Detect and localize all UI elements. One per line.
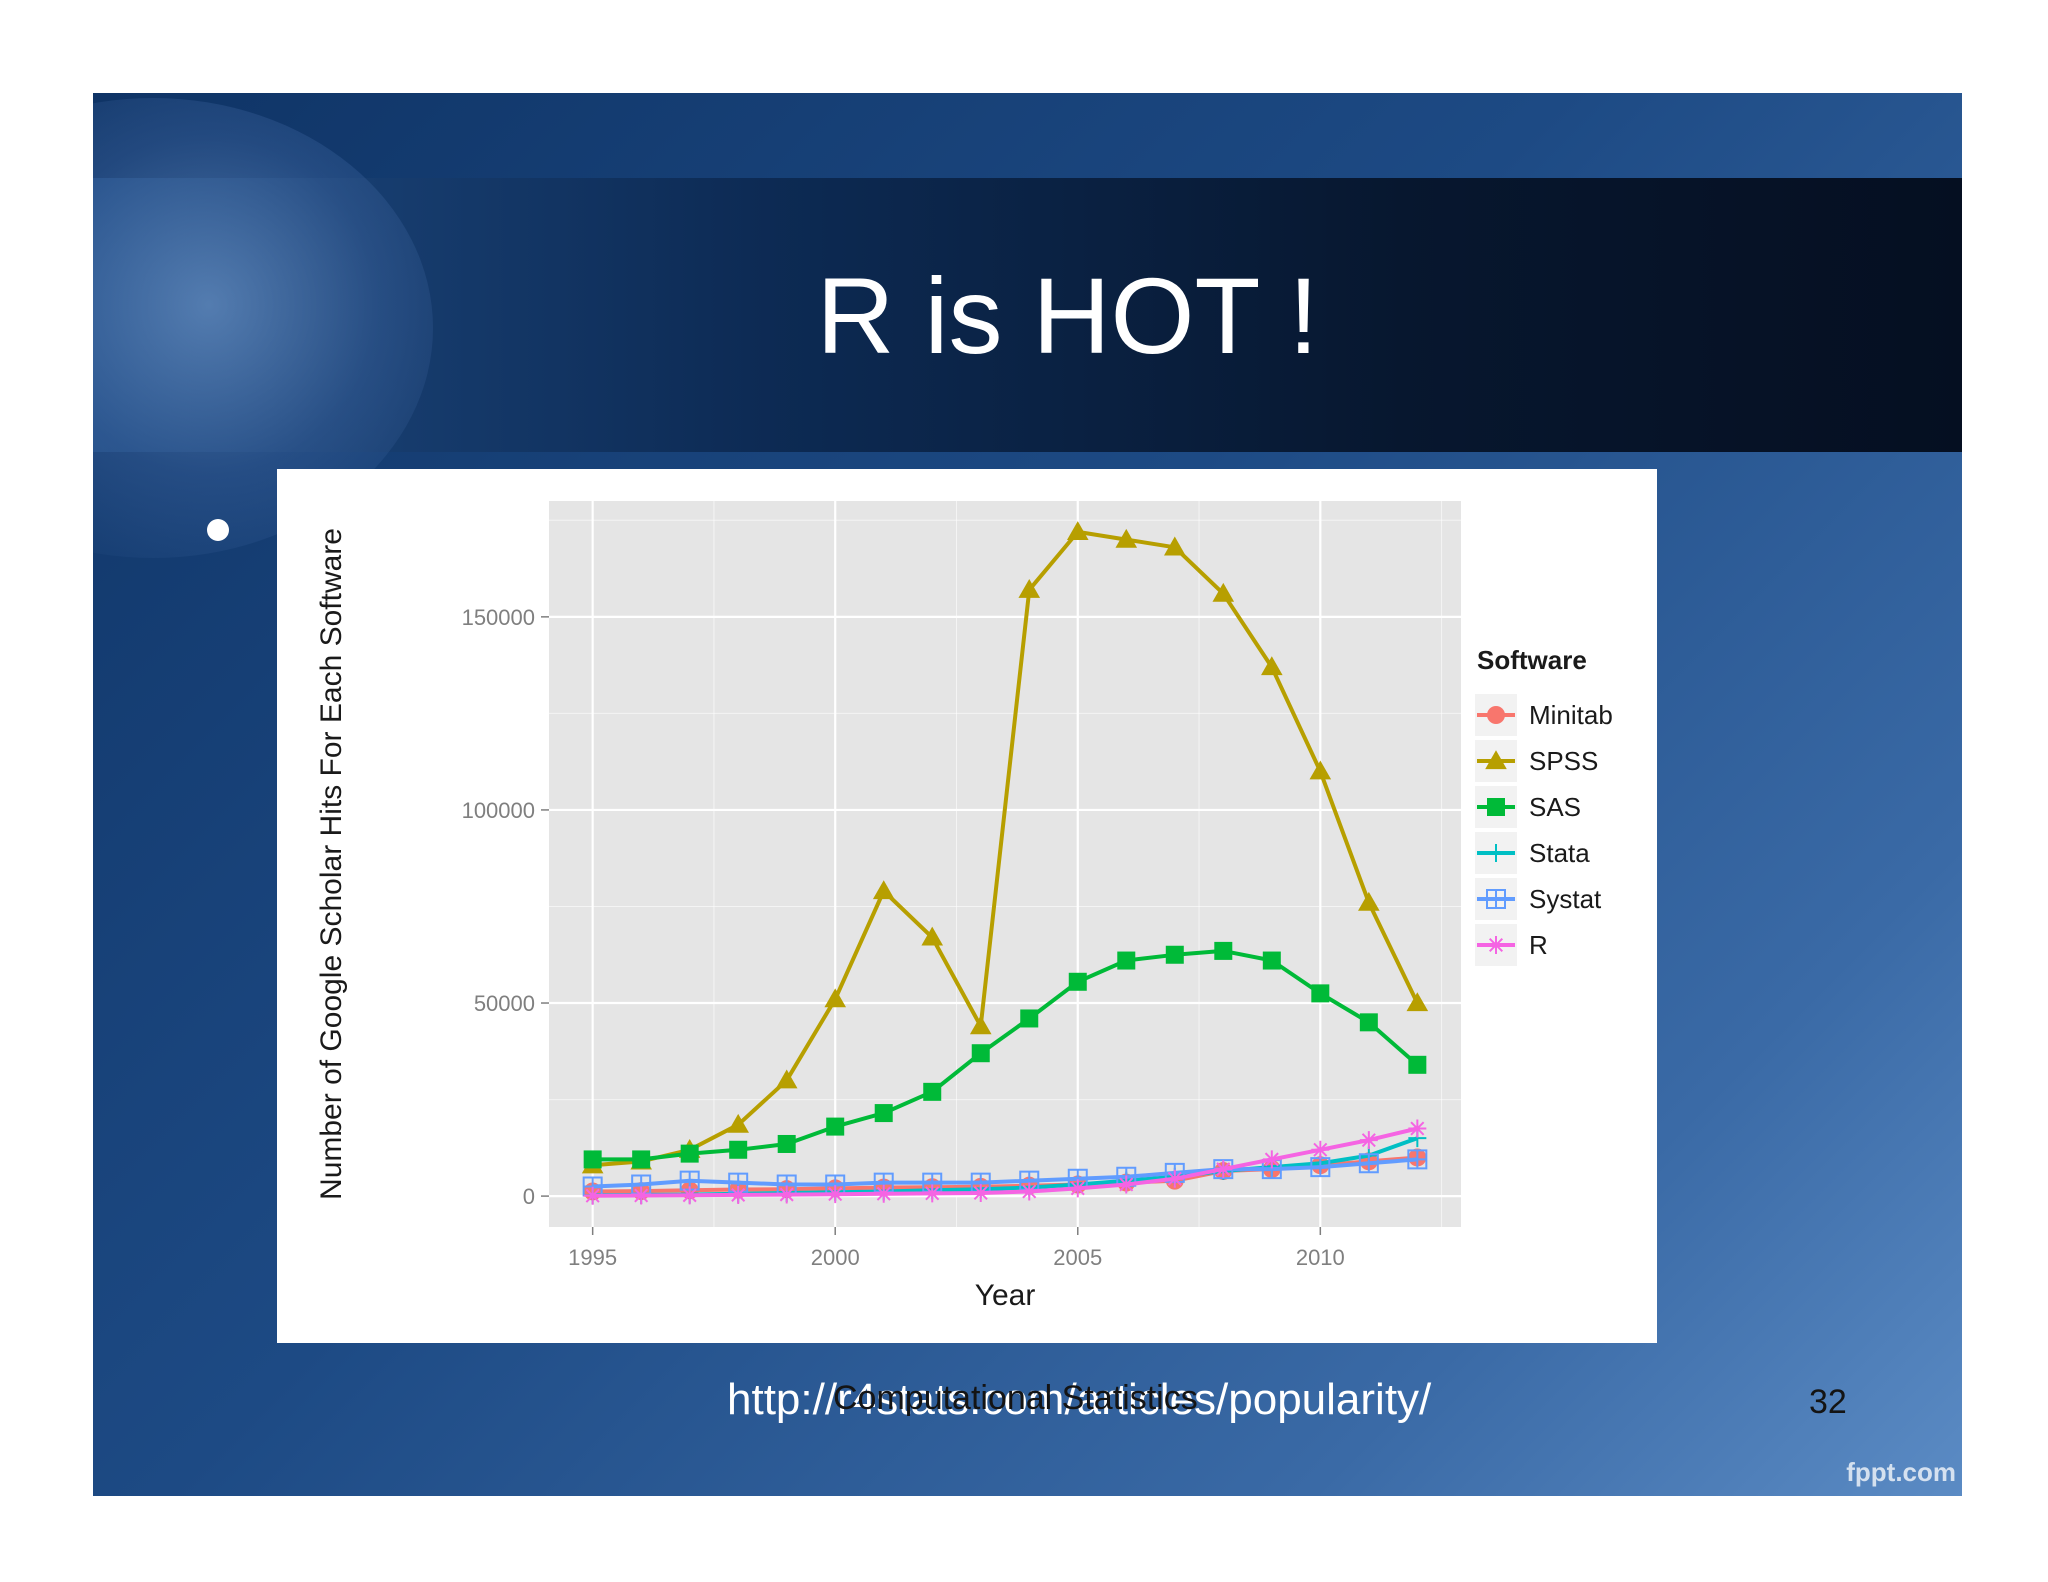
data-point-r [1408,1119,1427,1138]
data-point-systat [1358,1153,1379,1174]
legend-item-spss: SPSS [1475,740,1598,782]
data-point-sas [632,1150,651,1169]
x-tick-label: 2000 [811,1245,860,1270]
chart-frame: 0 50000 100000 150000 1995 2000 2005 2010 Softw… [277,469,1657,1343]
data-point-r [1262,1150,1281,1169]
legend-title: Software [1477,645,1587,675]
data-point-sas [1311,984,1330,1003]
data-point-spss [1018,579,1041,598]
y-tick-label: 150000 [462,605,535,630]
x-axis-title: Year [975,1279,1036,1312]
data-point-spss [824,988,847,1008]
data-point-sas [1165,945,1184,964]
data-point-sas [1117,951,1136,970]
legend-key-marker [1487,844,1505,862]
data-point-sas [1408,1055,1427,1074]
y-tick-label: 100000 [462,798,535,823]
data-point-r [826,1185,845,1204]
data-point-r [1359,1131,1378,1150]
legend: Software Minitab SPSS SAS Stata Systat R [1475,645,1613,966]
legend-label-stata: Stata [1529,838,1590,868]
series-sas [583,941,1427,1169]
data-point-r [971,1184,990,1203]
data-point-spss [1163,536,1186,556]
legend-label-r: R [1529,930,1548,960]
data-point-sas [874,1104,893,1123]
x-tick-label: 1995 [568,1245,617,1270]
data-point-r [1165,1169,1184,1188]
legend-item-systat: Systat [1475,878,1602,920]
legend-label-systat: Systat [1529,884,1602,914]
x-tick-label: 2010 [1296,1245,1345,1270]
legend-label-sas: SAS [1529,792,1581,822]
data-point-spss [1358,891,1380,911]
data-point-r [1068,1179,1087,1198]
brand-logo: fppt.com [1846,1457,1956,1487]
data-point-sas [923,1082,942,1101]
popularity-line-chart: 0 50000 100000 150000 1995 2000 2005 2010 Softw… [315,501,1613,1312]
data-point-spss [969,1015,992,1035]
data-point-spss [775,1069,798,1089]
legend-item-r: R [1475,924,1548,966]
data-point-sas [971,1044,990,1063]
y-tick-label: 0 [523,1184,535,1209]
data-point-systat [1310,1157,1331,1178]
plot-panel [549,501,1461,1227]
data-point-sas [777,1134,796,1153]
x-tick-label: 2005 [1053,1245,1102,1270]
legend-item-stata: Stata [1475,832,1590,874]
data-point-sas [1068,972,1087,991]
data-point-r [729,1185,748,1204]
data-point-r [1020,1182,1039,1201]
legend-item-minitab: Minitab [1475,694,1613,736]
data-point-spss [1066,521,1089,540]
page-number: 32 [1809,1383,1847,1421]
data-point-spss [727,1113,749,1133]
data-point-r [583,1186,602,1205]
source-url[interactable]: http://r4stats.com/articles/popularity/ [727,1375,1432,1424]
data-point-spss [1309,760,1332,780]
data-point-r [1311,1140,1330,1159]
data-point-r [632,1186,651,1205]
legend-key-marker [1487,798,1505,816]
data-point-spss [1212,582,1235,602]
data-point-sas [1359,1013,1378,1032]
legend-key-marker [1485,750,1507,770]
data-point-sas [1020,1009,1039,1028]
data-point-r [1214,1160,1233,1179]
axes-layer: 0 50000 100000 150000 1995 2000 2005 2010 [462,605,1345,1270]
series-r [583,1119,1427,1205]
data-point-systat [1407,1149,1428,1170]
y-axis-title: Number of Google Scholar Hits For Each S… [315,528,348,1200]
legend-key-marker [1487,936,1505,954]
data-point-sas [583,1150,602,1169]
data-point-spss [1406,992,1429,1012]
data-point-r [777,1185,796,1204]
slide: R is HOT ! 0 50000 100000 150000 1995 2000 200… [93,93,1962,1496]
data-point-spss [1261,656,1283,676]
data-point-spss [921,926,944,946]
data-point-sas [826,1117,845,1136]
series-systat [582,1149,1428,1197]
data-point-r [874,1184,893,1203]
data-point-sas [1214,941,1233,960]
slide-title: R is HOT ! [816,254,1319,376]
data-point-r [680,1186,699,1205]
y-tick-label: 50000 [474,991,535,1016]
legend-key-marker [1486,889,1506,909]
data-point-r [923,1184,942,1203]
series-layer [581,521,1429,1205]
data-point-sas [1262,951,1281,970]
data-point-sas [680,1144,699,1163]
footer-label: Computational Statistics [833,1379,1198,1417]
bullet-point [207,519,229,541]
legend-label-minitab: Minitab [1529,700,1613,730]
data-point-r [1117,1175,1136,1194]
legend-label-spss: SPSS [1529,746,1598,776]
legend-key-marker [1487,706,1505,724]
data-point-spss [1115,528,1138,548]
legend-item-sas: SAS [1475,786,1581,828]
data-point-spss [872,880,895,900]
data-point-sas [729,1140,748,1159]
